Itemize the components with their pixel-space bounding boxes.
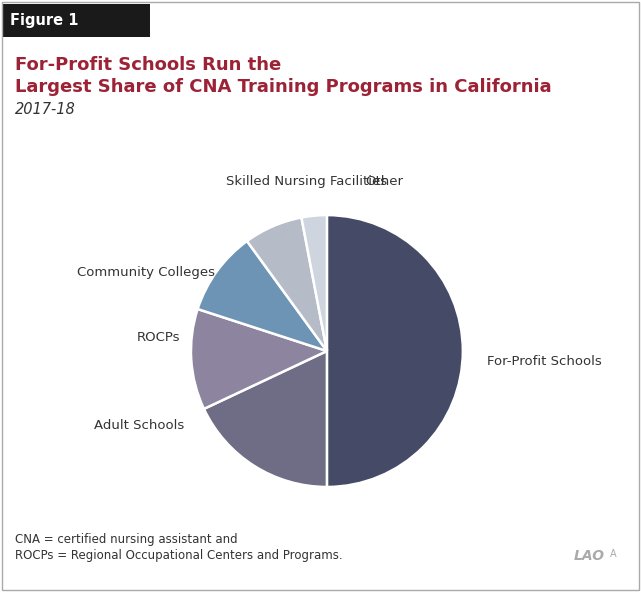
Text: Figure 1: Figure 1 [10,12,78,27]
Text: ROCPs: ROCPs [137,331,180,344]
Text: A: A [610,549,617,559]
Wedge shape [247,217,327,351]
Text: Community Colleges: Community Colleges [78,266,215,279]
Wedge shape [301,215,327,351]
Wedge shape [327,215,463,487]
Wedge shape [191,309,327,409]
Bar [2,4,150,37]
Text: For-Profit Schools Run the: For-Profit Schools Run the [15,56,281,74]
Text: ROCPs = Regional Occupational Centers and Programs.: ROCPs = Regional Occupational Centers an… [15,549,343,562]
Text: LAO: LAO [574,549,605,563]
Text: Skilled Nursing Facilities: Skilled Nursing Facilities [226,175,387,188]
Text: Adult Schools: Adult Schools [94,419,184,432]
Text: 2017-18: 2017-18 [15,101,76,117]
Text: Largest Share of CNA Training Programs in California: Largest Share of CNA Training Programs i… [15,78,552,96]
Text: For-Profit Schools: For-Profit Schools [487,355,602,368]
Text: Other: Other [365,175,403,188]
Text: CNA = certified nursing assistant and: CNA = certified nursing assistant and [15,533,238,546]
Wedge shape [197,241,327,351]
Wedge shape [204,351,327,487]
